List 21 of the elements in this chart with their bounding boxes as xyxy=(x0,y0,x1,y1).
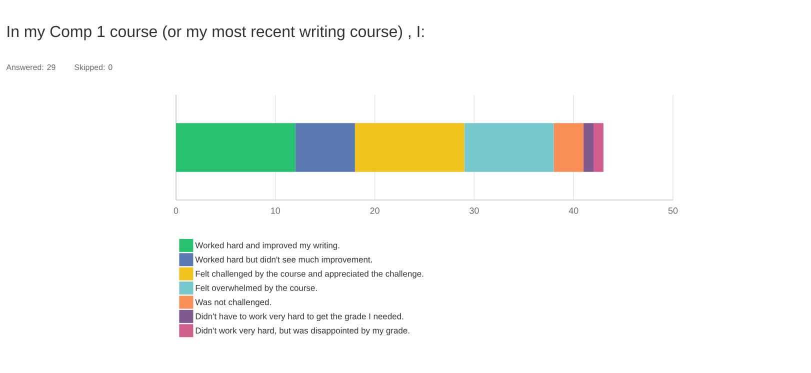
x-tick-label: 10 xyxy=(271,208,280,214)
bar xyxy=(176,123,296,172)
legend-label: Felt overwhelmed by the course. xyxy=(196,284,317,293)
legend-label: Worked hard but didn't see much improvement. xyxy=(195,256,372,264)
legend-label: Worked hard and improved my writing. xyxy=(195,242,340,250)
legend-label: Didn't have to work very hard to get the grade I needed. xyxy=(196,313,404,322)
x-tick-label: 20 xyxy=(370,208,380,214)
legend-label: Felt challenged by the course and appreciated the challenge. xyxy=(196,270,424,278)
bar xyxy=(554,123,584,172)
legend-label: Didn't work very hard, but was disappointed by my grade. xyxy=(196,327,410,336)
bar xyxy=(354,123,464,172)
x-tick-label: 0 xyxy=(174,208,178,214)
x-tick-label: 30 xyxy=(470,208,479,214)
x-tick-label: 40 xyxy=(568,208,578,214)
bar xyxy=(593,123,604,172)
bar xyxy=(464,123,554,172)
x-tick-label: 50 xyxy=(668,208,678,214)
bar xyxy=(584,123,594,172)
legend-label: Was not challenged. xyxy=(195,298,271,307)
bar xyxy=(295,123,355,172)
chart-title: In my Comp 1 course (or my most recent writing course) , I: xyxy=(8,25,424,40)
